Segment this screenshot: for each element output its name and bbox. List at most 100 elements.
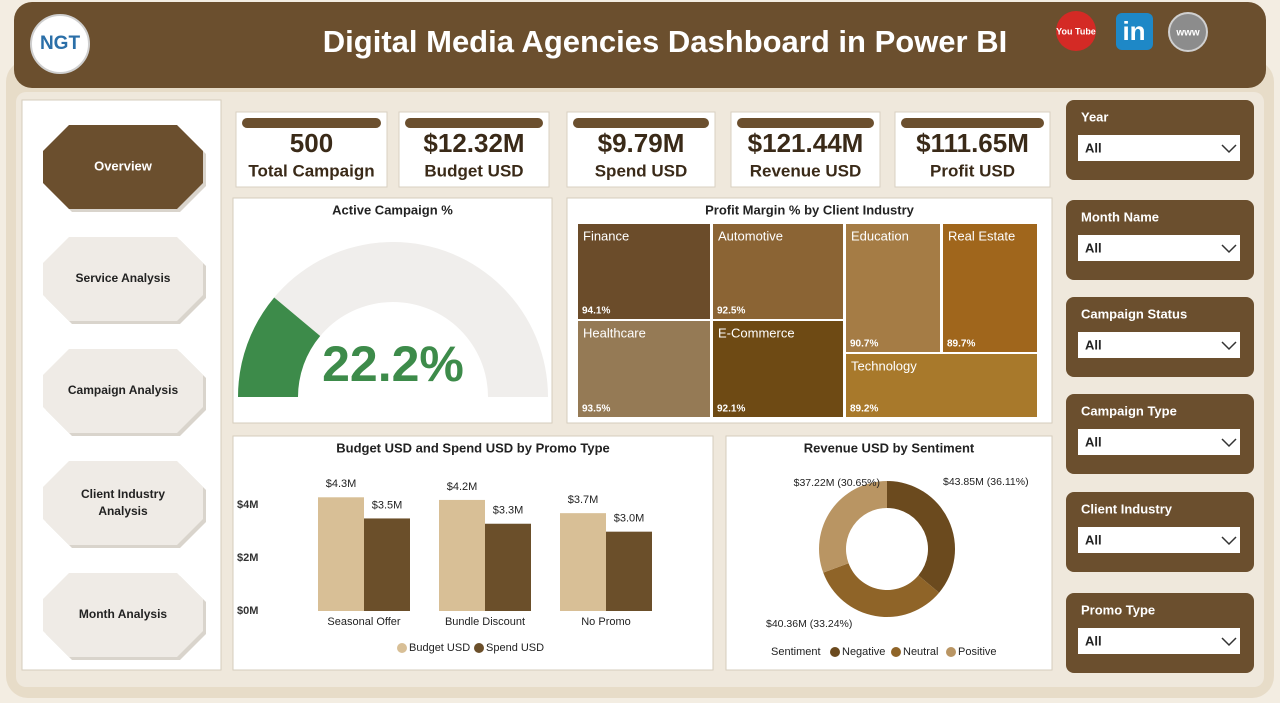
legend-label: Negative [842, 646, 885, 658]
slicer-label: Campaign Type [1081, 403, 1177, 418]
logo [30, 14, 90, 74]
bar [606, 531, 652, 611]
legend-label: Positive [958, 646, 997, 658]
donut-value-label: $40.36M (33.24%) [766, 618, 852, 630]
chart-title: Profit Margin % by Client Industry [705, 202, 915, 217]
header-bar [14, 2, 1266, 88]
legend-label: Budget USD [409, 642, 470, 654]
kpi-strip [573, 118, 709, 128]
slicer-value: All [1085, 532, 1102, 547]
youtube-icon[interactable] [1056, 11, 1096, 51]
linkedin-text: in [1122, 16, 1145, 46]
gauge-track [238, 242, 548, 397]
nav-button[interactable] [43, 461, 203, 545]
treemap-label: Healthcare [583, 325, 646, 340]
kpi-value: $111.65M [916, 128, 1029, 158]
slicer-label: Month Name [1081, 209, 1159, 224]
kpi-value: $9.79M [598, 128, 685, 158]
logo-text: NGT [40, 33, 81, 54]
kpi-label: Budget USD [424, 161, 523, 180]
y-tick-label: $0M [237, 605, 258, 617]
dropdown-chevron [1221, 536, 1237, 546]
bar-value-label: $3.3M [493, 505, 524, 517]
web-text: www [1175, 28, 1200, 39]
treemap-value: 92.5% [717, 306, 745, 317]
slicer-value: All [1085, 337, 1102, 352]
treemap-cell [846, 354, 1037, 417]
legend-swatch [891, 647, 901, 657]
bar [318, 497, 364, 611]
y-tick-label: $2M [237, 552, 258, 564]
treemap-value: 89.7% [947, 339, 975, 350]
treemap-value: 90.7% [850, 339, 878, 350]
gauge-value [238, 297, 321, 397]
chart-title: Revenue USD by Sentiment [804, 440, 975, 455]
slicer-label: Client Industry [1081, 501, 1173, 516]
treemap-value: 94.1% [582, 306, 610, 317]
dropdown-chevron [1221, 341, 1237, 351]
legend-swatch [946, 647, 956, 657]
treemap-cell [578, 224, 710, 319]
treemap-cell [846, 224, 940, 352]
chart-panel [725, 435, 1053, 671]
nav-label: Service Analysis [76, 271, 171, 285]
legend-swatch [474, 643, 484, 653]
slicer-label: Campaign Status [1081, 306, 1187, 321]
chart-title: Budget USD and Spend USD by Promo Type [336, 440, 610, 455]
gauge-label: 22.2% [322, 336, 464, 392]
x-tick-label: No Promo [581, 616, 631, 628]
youtube-text: You Tube [1056, 26, 1096, 36]
nav-button[interactable] [43, 237, 203, 321]
nav-button[interactable] [43, 125, 203, 209]
donut-value-label: $43.85M (36.11%) [943, 476, 1029, 488]
treemap-cell [943, 224, 1037, 352]
kpi-value: $12.32M [423, 128, 524, 158]
treemap-cell [713, 224, 843, 319]
kpi-strip [737, 118, 874, 128]
dropdown-chevron [1221, 438, 1237, 448]
slicer-dropdown[interactable] [1078, 527, 1240, 553]
nav-button[interactable] [43, 349, 203, 433]
nav-label: Month Analysis [79, 607, 168, 621]
legend-swatch [397, 643, 407, 653]
kpi-label: Revenue USD [750, 161, 861, 180]
slicer-value: All [1085, 633, 1102, 648]
nav-label: Overview [94, 158, 153, 173]
legend-label: Neutral [903, 646, 938, 658]
nav-button[interactable] [43, 573, 203, 657]
x-tick-label: Seasonal Offer [327, 616, 401, 628]
donut-slice [887, 481, 956, 593]
legend-label: Spend USD [486, 642, 544, 654]
y-tick-label: $4M [237, 499, 258, 511]
linkedin-icon[interactable] [1116, 13, 1153, 50]
slicer-value: All [1085, 240, 1102, 255]
slicer-dropdown[interactable] [1078, 429, 1240, 455]
donut-slice [819, 481, 887, 573]
slicer-dropdown[interactable] [1078, 628, 1240, 654]
slicer-label: Promo Type [1081, 602, 1155, 617]
slicer-dropdown[interactable] [1078, 235, 1240, 261]
bar [560, 513, 606, 611]
kpi-strip [405, 118, 543, 128]
treemap-value: 93.5% [582, 404, 610, 415]
treemap-cell [578, 321, 710, 417]
treemap-cell [713, 321, 843, 417]
treemap-value: 92.1% [717, 404, 745, 415]
bar [439, 499, 485, 611]
bar-value-label: $3.5M [372, 499, 403, 511]
kpi-strip [901, 118, 1044, 128]
slicer-dropdown[interactable] [1078, 135, 1240, 161]
slicer-dropdown[interactable] [1078, 332, 1240, 358]
kpi-value: $121.44M [748, 128, 864, 158]
kpi-label: Spend USD [595, 161, 688, 180]
bar-value-label: $3.7M [568, 494, 599, 506]
bar-value-label: $3.0M [614, 513, 645, 525]
dropdown-chevron [1221, 637, 1237, 647]
chart-title: Active Campaign % [332, 202, 453, 217]
legend-title: Sentiment [771, 646, 821, 658]
web-icon[interactable] [1168, 12, 1208, 52]
slicer-value: All [1085, 140, 1102, 155]
slicer-label: Year [1081, 109, 1108, 124]
x-tick-label: Bundle Discount [445, 616, 525, 628]
